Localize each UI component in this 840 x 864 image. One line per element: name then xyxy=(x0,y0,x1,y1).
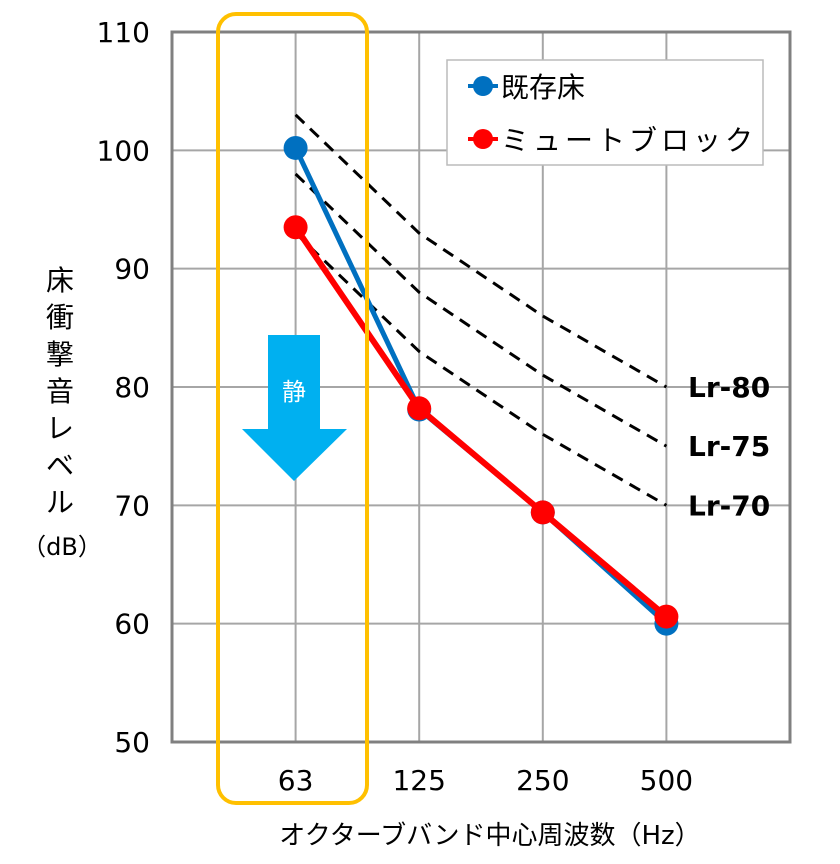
series-mute-block xyxy=(283,215,679,629)
data-point xyxy=(654,604,679,629)
legend-marker xyxy=(473,129,493,149)
series xyxy=(283,135,679,636)
legend-box xyxy=(446,59,764,166)
legend-label: 既存床 xyxy=(501,71,585,104)
y-axis-label-char: レ xyxy=(46,412,74,445)
y-tick-label: 50 xyxy=(114,726,150,759)
arrow-shape xyxy=(242,335,347,481)
x-tick-label: 500 xyxy=(640,764,693,797)
arrow-label: 静 xyxy=(282,378,306,406)
legend-label: ミュートブロック xyxy=(501,124,757,157)
y-tick-label: 100 xyxy=(97,134,150,167)
legend-item-muteblock: ミュートブロック xyxy=(468,124,757,157)
y-tick-label: 90 xyxy=(114,253,150,286)
y-axis-label-char: ル xyxy=(46,486,74,519)
y-tick-labels: 50 60 70 80 90 100 110 xyxy=(97,16,150,759)
reference-curve-label: Lr-80 xyxy=(688,371,770,404)
legend-item-existing: 既存床 xyxy=(468,71,585,104)
highlight-box xyxy=(216,12,369,805)
x-tick-label: 125 xyxy=(392,764,445,797)
reference-curve-lr-70 xyxy=(294,232,668,507)
x-tick-labels: 63 125 250 500 xyxy=(278,764,693,797)
reference-curves: Lr-80 Lr-75 Lr-70 xyxy=(294,113,770,522)
series-line xyxy=(293,146,669,626)
x-tick-label: 63 xyxy=(278,764,314,797)
y-tick-label: 110 xyxy=(97,16,150,49)
y-axis-label-char: ベ xyxy=(46,449,74,482)
y-axis-label-char: 撃 xyxy=(46,338,74,371)
reference-curve-lr-75 xyxy=(294,172,668,448)
reference-curve-label: Lr-70 xyxy=(688,489,770,522)
reference-curve-label: Lr-75 xyxy=(688,430,770,463)
legend-marker xyxy=(473,76,493,96)
x-tick-label: 250 xyxy=(516,764,569,797)
y-tick-label: 70 xyxy=(114,489,150,522)
reference-curve-lr-80 xyxy=(294,113,668,389)
x-axis-label: オクターブバンド中心周波数（Hz） xyxy=(279,821,700,851)
y-tick-label: 60 xyxy=(114,608,150,641)
y-tick-label: 80 xyxy=(114,371,150,404)
data-point xyxy=(283,135,308,160)
y-axis-label-char: 衝 xyxy=(46,301,74,334)
data-point xyxy=(283,215,308,240)
series-line xyxy=(293,225,669,619)
quiet-arrow: 静 xyxy=(242,335,347,481)
data-point xyxy=(407,396,432,421)
data-point xyxy=(530,500,555,525)
y-axis-label-char: 床 xyxy=(46,264,74,297)
y-axis-label-char: （dB） xyxy=(22,533,102,561)
y-axis-label-char: 音 xyxy=(46,375,74,408)
series-existing-floor xyxy=(283,135,679,636)
legend: 既存床 ミュートブロック xyxy=(446,59,764,166)
plot-border xyxy=(170,30,792,744)
